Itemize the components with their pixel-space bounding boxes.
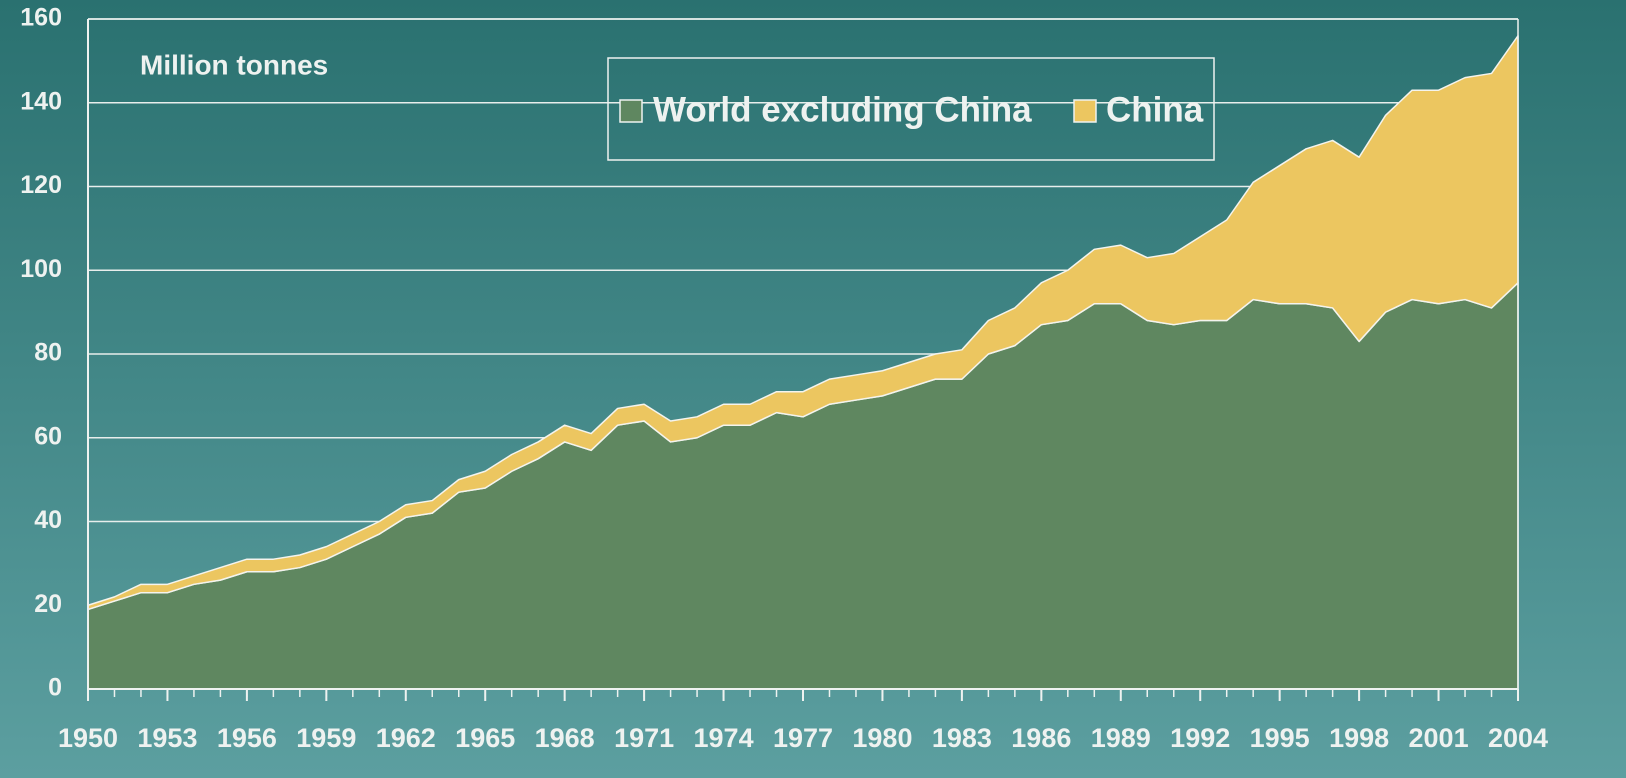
x-tick-label: 1950 (58, 723, 118, 753)
x-tick-label: 1980 (852, 723, 912, 753)
y-tick-label: 20 (34, 590, 62, 618)
y-tick-label: 100 (20, 255, 62, 283)
x-tick-label: 1995 (1250, 723, 1310, 753)
y-tick-label: 60 (34, 422, 62, 450)
x-tick-label: 1983 (932, 723, 992, 753)
y-tick-label: 140 (20, 87, 62, 115)
x-tick-label: 1992 (1170, 723, 1230, 753)
legend-box (607, 57, 1215, 161)
legend-swatch (1073, 99, 1097, 123)
x-tick-label: 1956 (217, 723, 277, 753)
annotation: Million tonnes (140, 49, 328, 80)
x-tick-label: 1977 (773, 723, 833, 753)
x-tick-label: 1998 (1329, 723, 1389, 753)
x-tick-label: 1962 (376, 723, 436, 753)
legend-label: China (1106, 90, 1204, 129)
y-tick-label: 40 (34, 506, 62, 534)
y-tick-label: 160 (20, 4, 62, 32)
x-tick-label: 1971 (614, 723, 674, 753)
x-tick-label: 1953 (137, 723, 197, 753)
legend-label: World excluding China (653, 90, 1032, 129)
y-tick-label: 80 (34, 339, 62, 367)
x-tick-label: 1959 (296, 723, 356, 753)
x-tick-label: 1968 (535, 723, 595, 753)
x-tick-label: 2001 (1409, 723, 1469, 753)
x-tick-label: 1965 (455, 723, 515, 753)
y-tick-label: 0 (48, 674, 62, 702)
y-tick-label: 120 (20, 171, 62, 199)
x-tick-label: 2004 (1488, 723, 1548, 753)
legend-swatch (619, 99, 643, 123)
x-tick-label: 1974 (694, 723, 754, 753)
x-tick-label: 1989 (1091, 723, 1151, 753)
x-tick-label: 1986 (1011, 723, 1071, 753)
